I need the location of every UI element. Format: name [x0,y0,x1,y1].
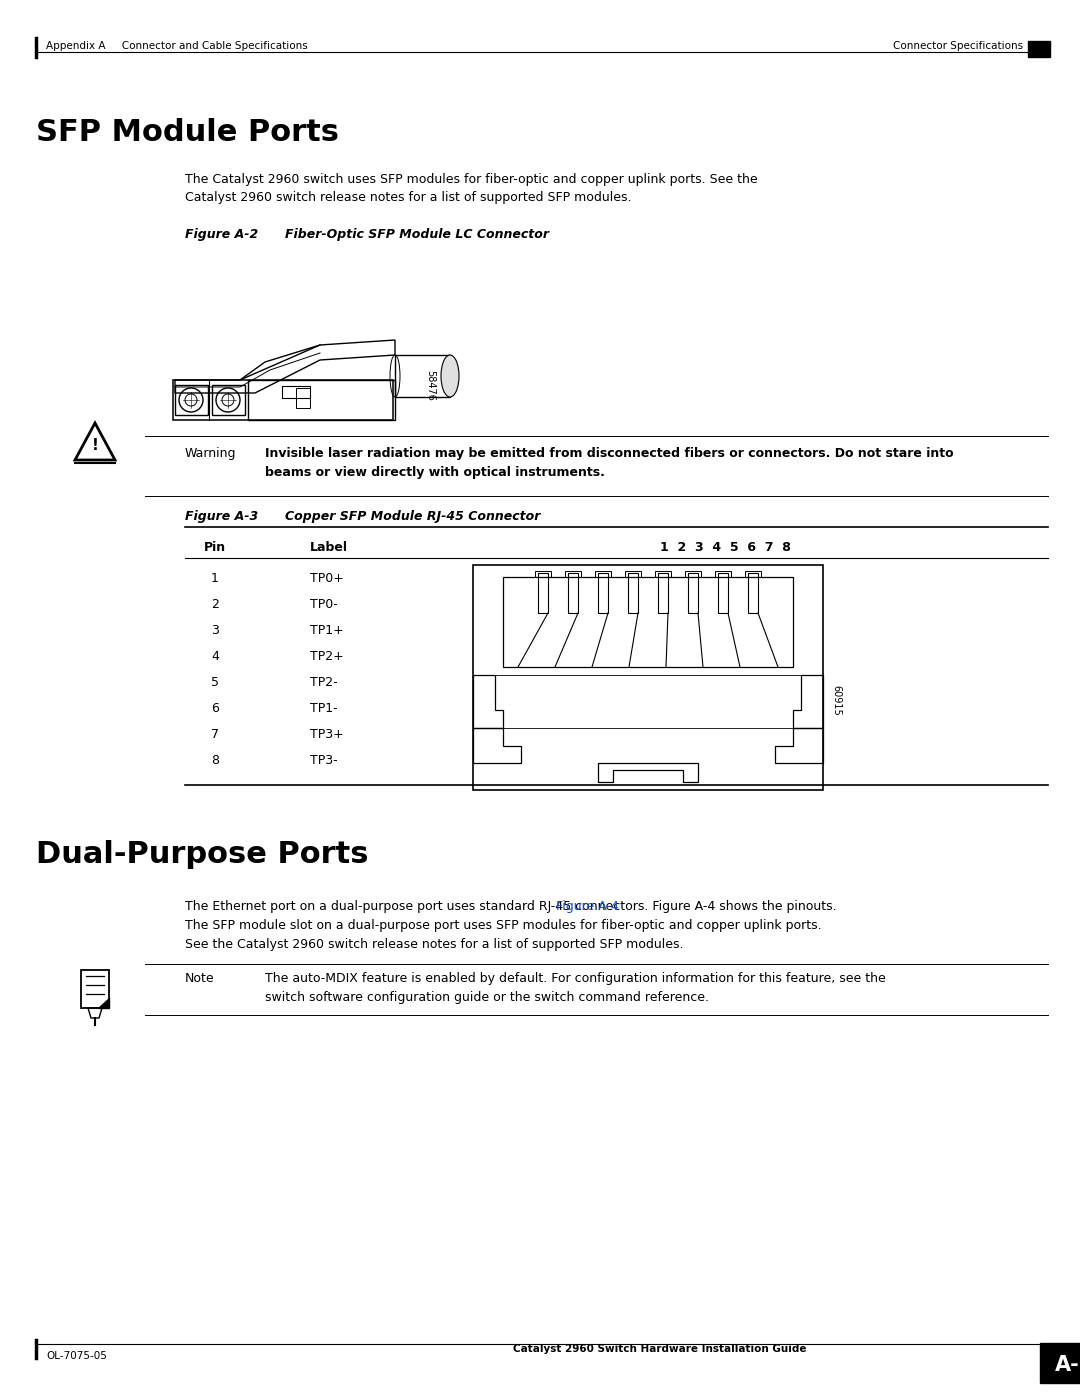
Text: Dual-Purpose Ports: Dual-Purpose Ports [36,840,368,869]
Text: Figure A-2: Figure A-2 [185,228,258,242]
Bar [654,571,671,577]
Text: The auto-MDIX feature is enabled by default. For configuration information for t: The auto-MDIX feature is enabled by defa… [265,972,886,985]
Text: 4: 4 [211,650,219,664]
Bar [503,577,793,666]
Bar [745,571,761,577]
Text: TP3-: TP3- [310,754,338,767]
Bar [625,571,642,577]
Bar [688,573,698,613]
Text: 7: 7 [211,728,219,740]
Text: TP0+: TP0+ [310,571,343,585]
Text: The Ethernet port on a dual-purpose port uses standard RJ-45 connectors. Figure : The Ethernet port on a dual-purpose port… [185,900,837,914]
Text: TP2+: TP2+ [310,650,343,664]
Bar [282,386,310,398]
Text: 5: 5 [211,676,219,689]
Text: 1: 1 [211,571,219,585]
Text: TP0-: TP0- [310,598,338,610]
Bar [173,380,393,420]
Text: 58476: 58476 [426,370,435,401]
Text: Catalyst 2960 switch release notes for a list of supported SFP modules.: Catalyst 2960 switch release notes for a… [185,191,632,204]
Text: OL-7075-05: OL-7075-05 [46,1351,107,1361]
Text: 8: 8 [211,754,219,767]
Text: SFP Module Ports: SFP Module Ports [36,117,339,147]
Text: 2: 2 [211,598,219,610]
Text: Label: Label [310,541,348,555]
Text: The Catalyst 2960 switch uses SFP modules for fiber-optic and copper uplink port: The Catalyst 2960 switch uses SFP module… [185,173,758,186]
Text: Appendix A     Connector and Cable Specifications: Appendix A Connector and Cable Specifica… [46,41,308,52]
Bar [1028,41,1050,57]
Text: Fiber-Optic SFP Module LC Connector: Fiber-Optic SFP Module LC Connector [285,228,549,242]
Text: 3: 3 [211,624,219,637]
Text: 1  2  3  4  5  6  7  8: 1 2 3 4 5 6 7 8 [660,541,791,555]
Text: TP2-: TP2- [310,676,338,689]
Bar [658,573,669,613]
Text: Pin: Pin [204,541,226,555]
Bar [535,571,551,577]
Text: See the Catalyst 2960 switch release notes for a list of supported SFP modules.: See the Catalyst 2960 switch release not… [185,937,684,951]
Bar [473,564,823,789]
Bar [296,388,310,408]
Text: Invisible laser radiation may be emitted from disconnected fibers or connectors.: Invisible laser radiation may be emitted… [265,447,954,460]
Bar [595,571,611,577]
Text: A-3: A-3 [1055,1355,1080,1375]
Text: !: ! [92,437,98,453]
Bar [715,571,731,577]
Bar [1040,1343,1080,1383]
Bar [748,573,758,613]
Bar [718,573,728,613]
Text: TP1-: TP1- [310,703,338,715]
Bar [565,571,581,577]
Text: switch software configuration guide or the switch command reference.: switch software configuration guide or t… [265,990,708,1004]
Bar [538,573,548,613]
Text: The SFP module slot on a dual-purpose port uses SFP modules for fiber-optic and : The SFP module slot on a dual-purpose po… [185,919,822,932]
Text: 6: 6 [211,703,219,715]
Text: TP3+: TP3+ [310,728,343,740]
Text: beams or view directly with optical instruments.: beams or view directly with optical inst… [265,467,605,479]
Bar [395,355,450,397]
Bar [248,380,395,420]
Text: Connector Specifications: Connector Specifications [893,41,1023,52]
Bar [627,573,638,613]
Text: 60915: 60915 [831,685,841,715]
Bar [685,571,701,577]
Text: Warning: Warning [185,447,237,460]
Bar [568,573,578,613]
Bar [81,970,109,1009]
Text: Copper SFP Module RJ-45 Connector: Copper SFP Module RJ-45 Connector [285,510,540,522]
Text: Figure A-3: Figure A-3 [185,510,258,522]
Ellipse shape [441,355,459,397]
Bar [598,573,608,613]
Text: Catalyst 2960 Switch Hardware Installation Guide: Catalyst 2960 Switch Hardware Installati… [513,1344,807,1354]
Text: TP1+: TP1+ [310,624,343,637]
Text: Note: Note [185,972,215,985]
Polygon shape [98,997,109,1009]
Text: Figure A-4: Figure A-4 [556,900,619,914]
